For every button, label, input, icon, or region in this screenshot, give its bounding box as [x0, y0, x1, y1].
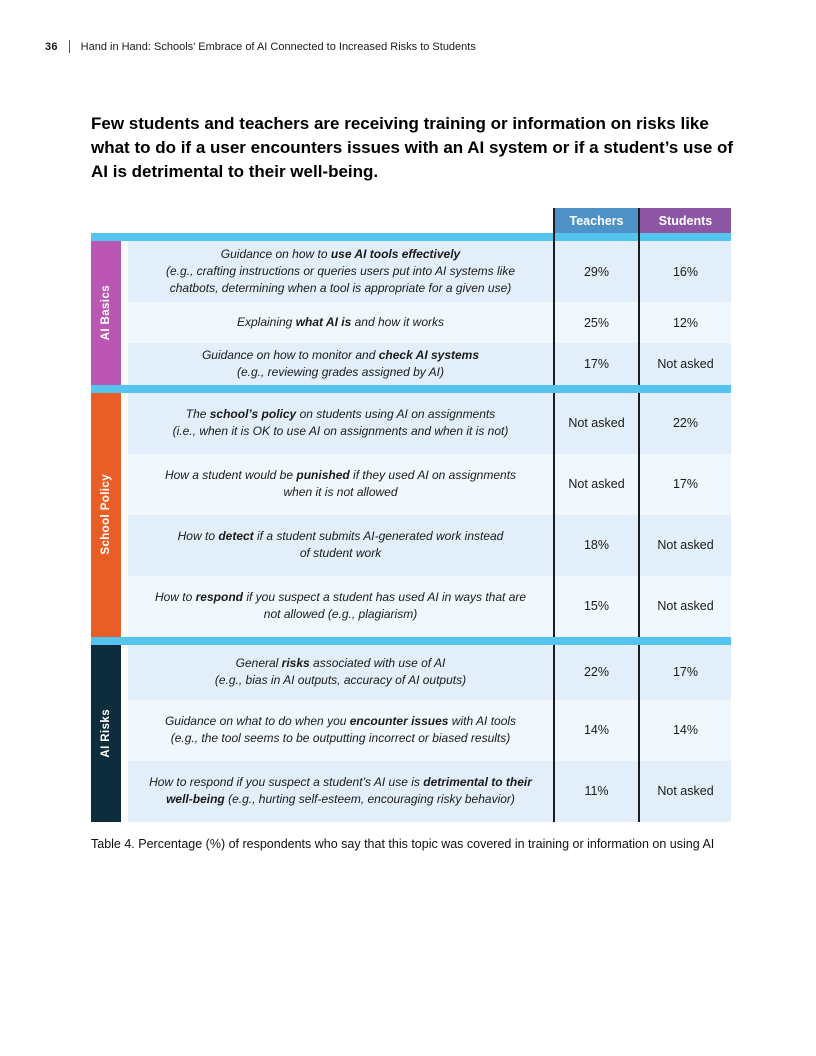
row-description-text: Guidance on what to do when you encounte…	[164, 714, 517, 746]
table-row: General risks associated with use of AI …	[128, 644, 731, 700]
row-description-text: Guidance on how to monitor and check AI …	[201, 348, 480, 379]
group-label-ai-risks: AI Risks	[91, 644, 121, 822]
row-description: Explaining what AI is and how it works	[128, 302, 553, 343]
row-description-text: How a student would be punished if they …	[164, 468, 517, 500]
row-description: How to respond if you suspect a student’…	[128, 761, 553, 822]
row-description-text: General risks associated with use of AI …	[214, 656, 467, 688]
teachers-value: 17%	[553, 343, 638, 385]
group-separator-stripe	[91, 233, 731, 241]
row-description: How a student would be punished if they …	[128, 454, 553, 515]
table-header-spacer	[91, 208, 553, 233]
students-value: Not asked	[638, 343, 731, 385]
table-row: Explaining what AI is and how it works 25…	[128, 302, 731, 343]
students-value: 17%	[638, 644, 731, 700]
table-row: How to respond if you suspect a student …	[128, 575, 731, 637]
teachers-value: 22%	[553, 644, 638, 700]
table-row: Guidance on what to do when you encounte…	[128, 699, 731, 761]
group-rows: The school’s policy on students using AI…	[128, 392, 731, 637]
teachers-value: 29%	[553, 241, 638, 302]
group-rows: Guidance on how to use AI tools effectiv…	[128, 241, 731, 385]
row-description: General risks associated with use of AI …	[128, 645, 553, 700]
row-description-text: How to detect if a student submits AI-ge…	[177, 529, 504, 561]
table-row: Guidance on how to use AI tools effectiv…	[128, 241, 731, 302]
group-label-text: School Policy	[100, 474, 112, 555]
table-row: How to detect if a student submits AI-ge…	[128, 514, 731, 576]
row-description-text: Guidance on how to use AI tools effectiv…	[165, 247, 516, 295]
students-value: 12%	[638, 302, 731, 343]
group-label-text: AI Basics	[100, 285, 112, 341]
teachers-value: 11%	[553, 760, 638, 822]
group-separator-stripe	[91, 636, 731, 645]
students-value: Not asked	[638, 760, 731, 822]
group-separator-stripe	[91, 384, 731, 393]
teachers-value: Not asked	[553, 392, 638, 454]
column-divider-line	[553, 233, 555, 241]
students-value: 14%	[638, 699, 731, 761]
students-value: 16%	[638, 241, 731, 302]
row-description-text: How to respond if you suspect a student’…	[149, 775, 532, 807]
group-label-ai-basics: AI Basics	[91, 241, 121, 385]
page-number: 36	[45, 40, 58, 53]
table-body: AI Basics Guidance on how to use AI tools…	[91, 233, 731, 822]
page-title: Few students and teachers are receiving …	[91, 114, 734, 181]
column-header-teachers: Teachers	[553, 208, 638, 233]
table-row: How a student would be punished if they …	[128, 453, 731, 515]
row-description: Guidance on how to monitor and check AI …	[128, 343, 553, 385]
row-description: The school’s policy on students using AI…	[128, 393, 553, 454]
table-row: The school’s policy on students using AI…	[128, 392, 731, 454]
column-divider-line	[638, 233, 640, 241]
students-value: 17%	[638, 453, 731, 515]
table-group-school-policy: School Policy The school’s policy on stud…	[91, 392, 731, 637]
teachers-value: 15%	[553, 575, 638, 637]
teachers-value: Not asked	[553, 453, 638, 515]
row-description-text: The school’s policy on students using AI…	[172, 407, 509, 439]
table-caption: Table 4. Percentage (%) of respondents w…	[91, 837, 715, 851]
group-label-school-policy: School Policy	[91, 392, 121, 637]
header-divider	[68, 40, 70, 53]
row-description: How to detect if a student submits AI-ge…	[128, 515, 553, 576]
table-row: How to respond if you suspect a student’…	[128, 760, 731, 822]
group-label-gap	[121, 644, 128, 822]
page-header: 36 Hand in Hand: Schools’ Embrace of AI …	[45, 40, 476, 53]
group-label-gap	[121, 241, 128, 385]
teachers-value: 25%	[553, 302, 638, 343]
table-header-row: Teachers Students	[91, 208, 731, 233]
students-value: 22%	[638, 392, 731, 454]
row-description-text: Explaining what AI is and how it works	[236, 315, 444, 330]
column-header-students: Students	[638, 208, 731, 233]
row-description: How to respond if you suspect a student …	[128, 576, 553, 637]
teachers-value: 18%	[553, 514, 638, 576]
table-row: Guidance on how to monitor and check AI …	[128, 343, 731, 385]
row-description-text: How to respond if you suspect a student …	[154, 590, 527, 622]
table-group-ai-basics: AI Basics Guidance on how to use AI tools…	[91, 241, 731, 385]
group-rows: General risks associated with use of AI …	[128, 644, 731, 822]
group-label-text: AI Risks	[100, 708, 112, 758]
table-4: Teachers Students AI Basics Guidance on h…	[91, 208, 731, 822]
table-group-ai-risks: AI Risks General risks associated with us…	[91, 644, 731, 822]
students-value: Not asked	[638, 514, 731, 576]
teachers-value: 14%	[553, 699, 638, 761]
group-label-gap	[121, 392, 128, 637]
row-description: Guidance on how to use AI tools effectiv…	[128, 241, 553, 302]
header-title: Hand in Hand: Schools’ Embrace of AI Con…	[80, 40, 476, 53]
row-description: Guidance on what to do when you encounte…	[128, 700, 553, 761]
students-value: Not asked	[638, 575, 731, 637]
